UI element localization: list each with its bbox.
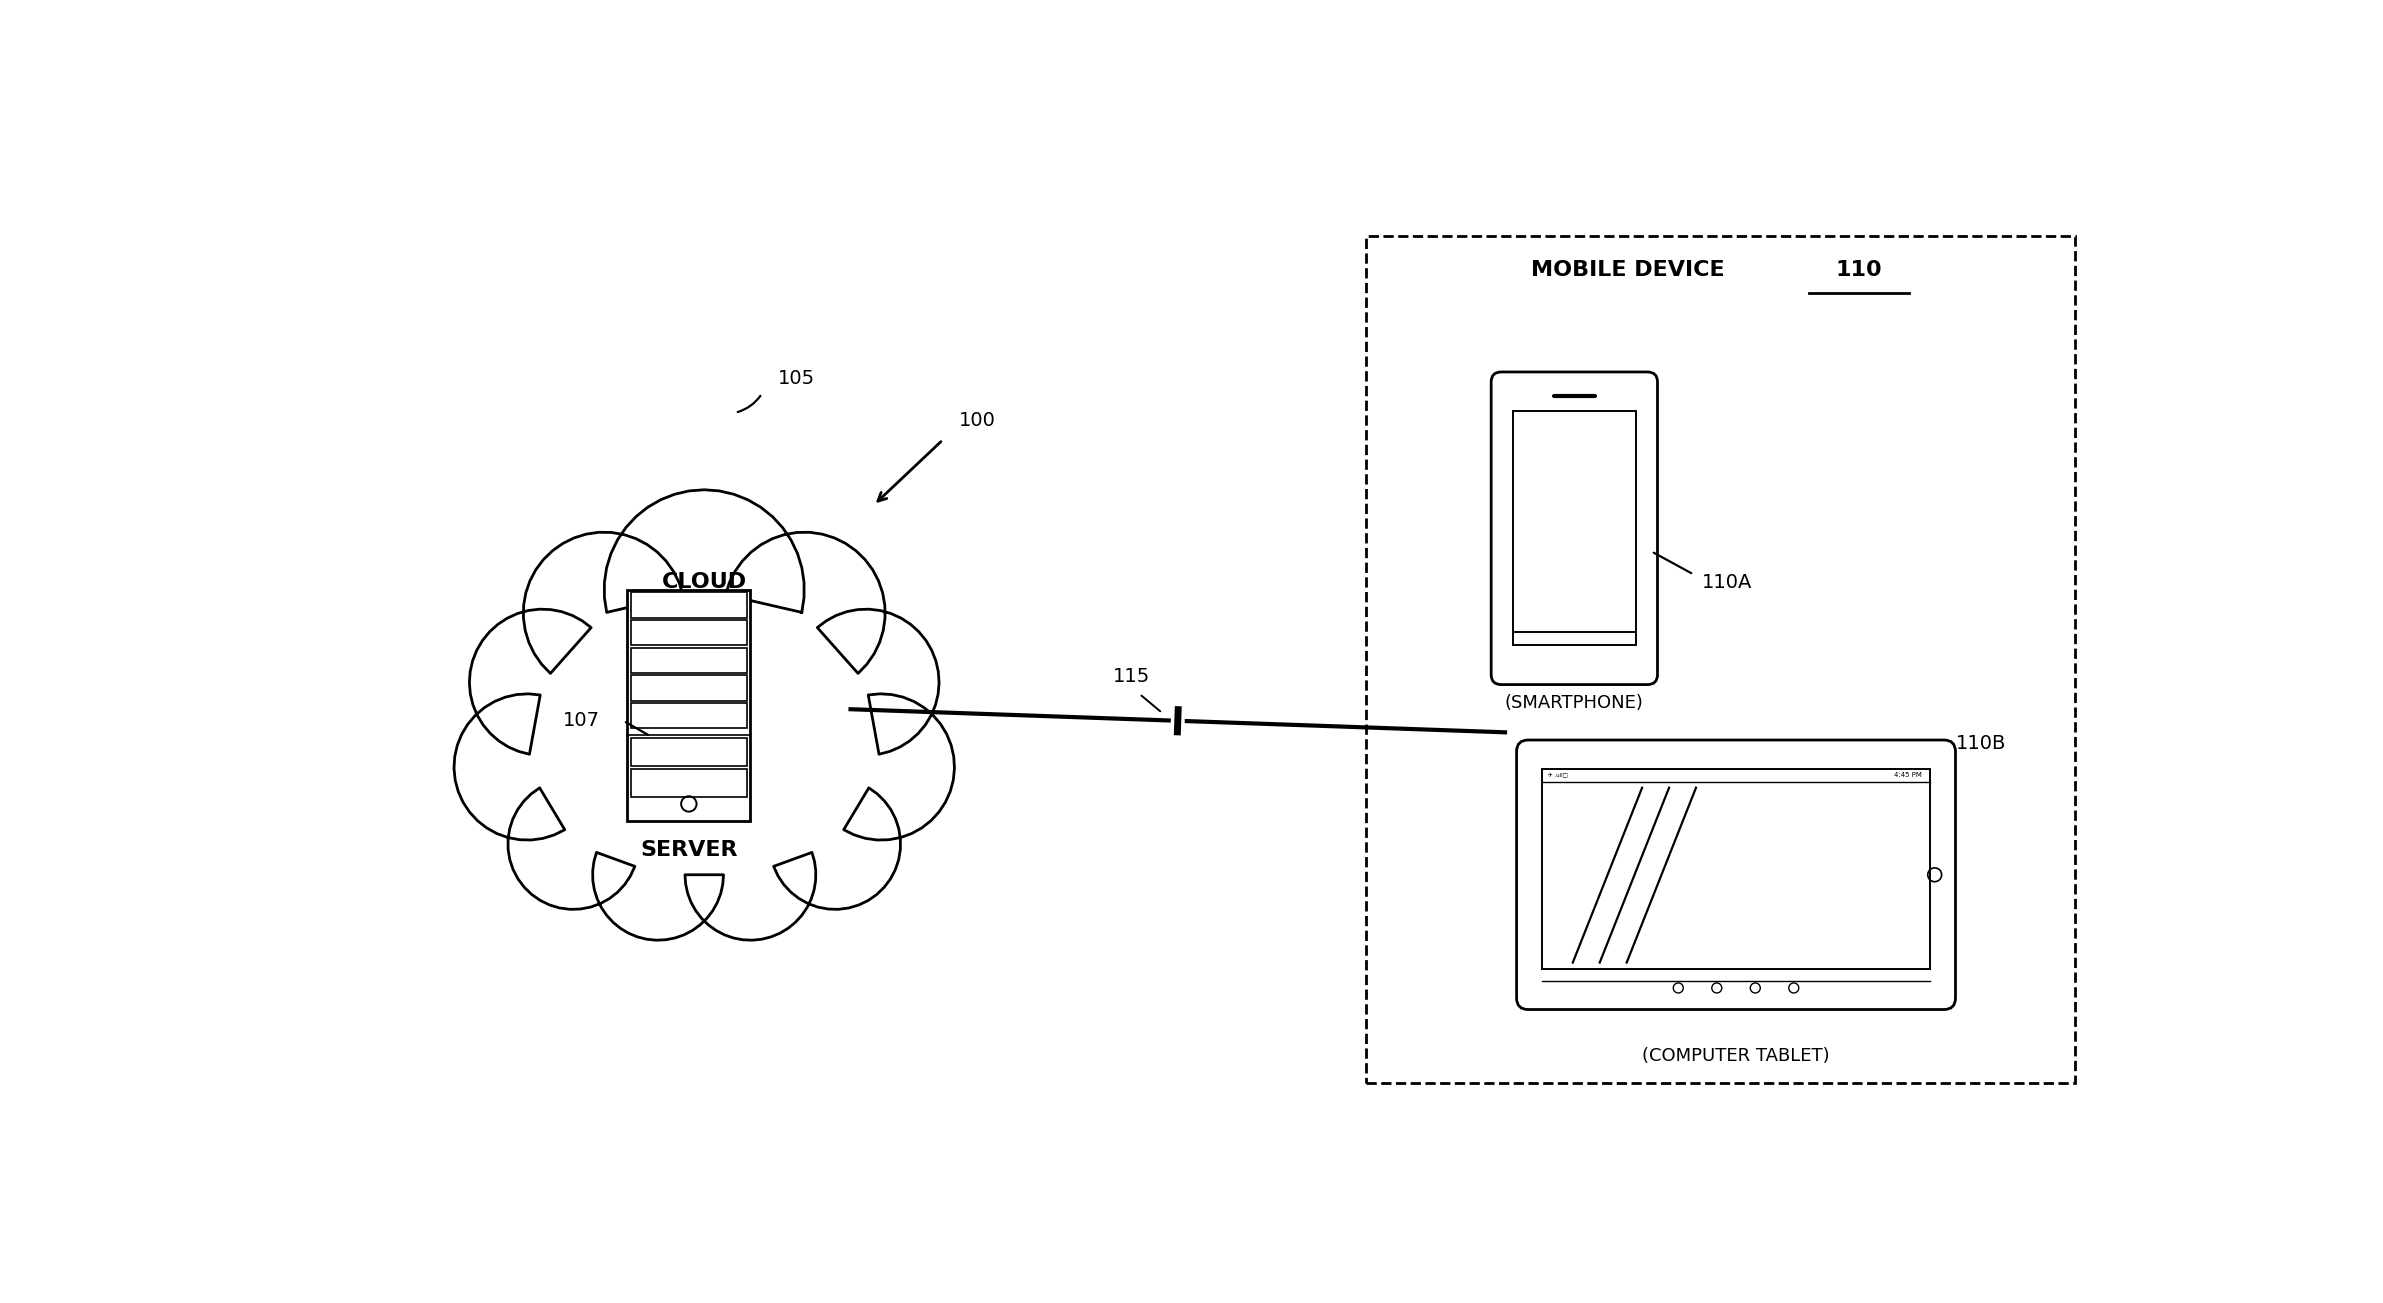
Text: (SMARTPHONE): (SMARTPHONE) [1506,693,1644,711]
Bar [631,648,746,674]
Bar [631,675,746,701]
Bar [631,592,746,618]
Text: ✈ .ull□: ✈ .ull□ [1549,773,1568,778]
Bar [1365,236,2076,1083]
Text: 4:45 PM: 4:45 PM [1894,773,1923,778]
Bar [627,590,751,821]
Text: 105: 105 [779,369,815,387]
Polygon shape [455,490,956,941]
Bar [631,704,746,728]
Text: SERVER: SERVER [641,840,739,860]
FancyBboxPatch shape [1492,371,1659,684]
Bar [1542,769,1930,968]
Text: CLOUD: CLOUD [662,572,746,592]
FancyBboxPatch shape [1516,740,1956,1010]
Bar [631,769,746,796]
Text: MOBILE DEVICE: MOBILE DEVICE [1532,261,1725,280]
Bar [1513,412,1635,645]
Text: 107: 107 [562,711,601,730]
Text: (COMPUTER TABLET): (COMPUTER TABLET) [1642,1046,1830,1065]
Bar [631,739,746,766]
Text: 100: 100 [958,410,996,430]
Text: 115: 115 [1113,667,1151,687]
Bar [631,620,746,645]
Text: 110B: 110B [1956,735,2006,753]
Text: 110A: 110A [1701,573,1752,592]
Text: 110: 110 [1835,261,1883,280]
